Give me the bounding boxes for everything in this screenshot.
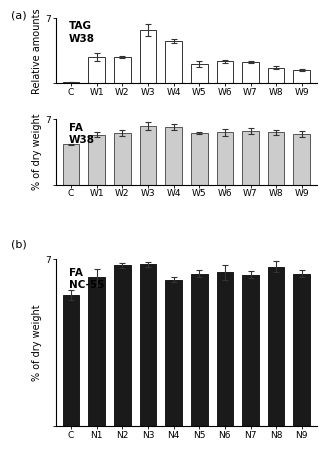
Bar	[140, 30, 156, 83]
Bar	[63, 295, 79, 426]
Bar	[191, 64, 208, 83]
Bar	[268, 266, 284, 426]
Bar	[191, 133, 208, 184]
Bar	[88, 57, 105, 83]
Bar	[268, 132, 284, 184]
Bar	[191, 274, 208, 426]
Y-axis label: Relative amounts: Relative amounts	[32, 8, 42, 94]
Bar	[242, 131, 259, 184]
Bar	[216, 62, 233, 83]
Y-axis label: % of dry weight: % of dry weight	[32, 114, 42, 190]
Bar	[293, 274, 310, 426]
Bar	[216, 132, 233, 184]
Bar	[88, 277, 105, 426]
Bar	[140, 126, 156, 184]
Text: FA
W38: FA W38	[69, 122, 95, 145]
Bar	[165, 280, 182, 426]
Bar	[88, 135, 105, 184]
Y-axis label: % of dry weight: % of dry weight	[32, 304, 42, 381]
Bar	[165, 127, 182, 184]
Text: (a): (a)	[11, 10, 27, 20]
Bar	[216, 273, 233, 426]
Bar	[63, 145, 79, 184]
Bar	[293, 70, 310, 83]
Bar	[293, 134, 310, 184]
Text: FA
NC-55: FA NC-55	[69, 268, 104, 290]
Bar	[165, 41, 182, 83]
Bar	[242, 275, 259, 426]
Bar	[114, 265, 130, 426]
Text: TAG
W38: TAG W38	[69, 21, 95, 44]
Bar	[268, 67, 284, 83]
Bar	[242, 62, 259, 83]
Text: (b): (b)	[11, 240, 27, 250]
Bar	[140, 264, 156, 426]
Bar	[114, 57, 130, 83]
Bar	[114, 133, 130, 184]
Bar	[63, 82, 79, 83]
